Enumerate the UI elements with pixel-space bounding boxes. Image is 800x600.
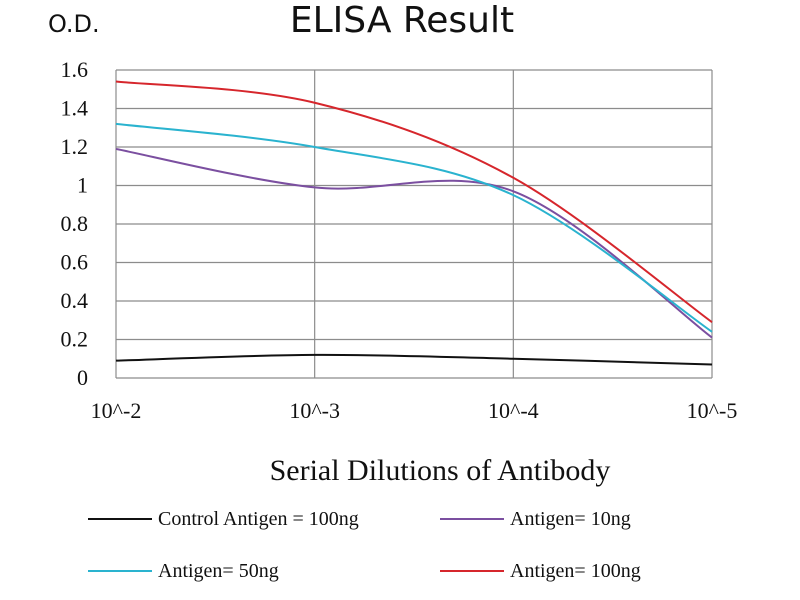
y-tick-label: 0.4: [61, 288, 89, 313]
x-tick-label: 10^-2: [91, 398, 142, 423]
y-tick-label: 0: [77, 365, 88, 390]
y-tick-label: 1.6: [61, 57, 89, 82]
y-tick-label: 1.4: [61, 96, 89, 121]
chart-title: ELISA Result: [290, 0, 514, 41]
x-tick-label: 10^-4: [488, 398, 539, 423]
series-line-1: [115, 353, 713, 366]
series-line-2: [115, 147, 713, 339]
y-tick-label: 0.6: [61, 250, 89, 275]
legend-label-4: Antigen= 100ng: [510, 560, 641, 582]
y-axis-label: O.D.: [48, 10, 100, 38]
y-tick-labels: 0 0.2 0.4 0.6 0.8 1 1.2 1.4 1.6: [61, 57, 89, 390]
x-tick-label: 10^-5: [687, 398, 738, 423]
x-axis-label: Serial Dilutions of Antibody: [270, 454, 611, 487]
x-tick-label: 10^-3: [289, 398, 340, 423]
series-line-3: [115, 122, 713, 333]
series-line-4: [115, 80, 713, 323]
grid: [115, 69, 713, 379]
y-tick-label: 1: [77, 173, 88, 198]
legend: Control Antigen = 100ng Antigen= 10ng Anti…: [88, 508, 641, 582]
y-tick-label: 0.8: [61, 211, 89, 236]
y-tick-label: 1.2: [61, 134, 89, 159]
legend-label-2: Antigen= 10ng: [510, 508, 631, 530]
legend-label-1: Control Antigen = 100ng: [158, 508, 359, 530]
x-tick-labels: 10^-2 10^-3 10^-4 10^-5: [91, 398, 738, 423]
y-tick-label: 0.2: [61, 327, 89, 352]
series-lines: [115, 80, 713, 366]
legend-label-3: Antigen= 50ng: [158, 560, 279, 582]
